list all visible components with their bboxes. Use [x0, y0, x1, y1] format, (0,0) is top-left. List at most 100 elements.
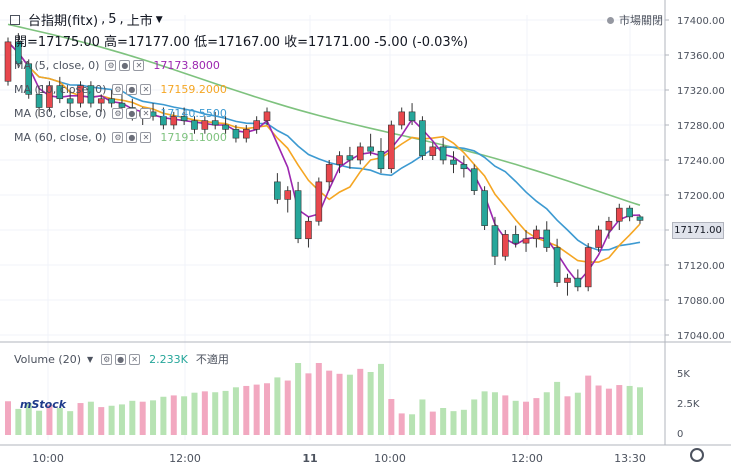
volume-bar	[232, 387, 239, 435]
candle-body	[460, 164, 468, 170]
candle-body	[553, 247, 561, 283]
close-icon[interactable]: ✕	[140, 83, 152, 95]
volume-bar	[460, 409, 467, 435]
chevron-down-icon[interactable]: ▼	[155, 14, 163, 25]
time-tick-label: 10:00	[32, 452, 64, 465]
ma5-value: 17173.8000	[153, 58, 220, 72]
volume-bar	[77, 403, 84, 435]
candle-body	[108, 98, 115, 104]
candle-body	[284, 190, 292, 200]
volume-bar	[605, 388, 612, 435]
volume-bar	[139, 401, 146, 435]
ma30-legend[interactable]: MA (30, close, 0) ⚙ ● ✕ 17140.5500	[14, 106, 227, 120]
eye-icon[interactable]: ●	[119, 59, 131, 71]
settings-icon[interactable]: ⚙	[101, 353, 113, 365]
volume-bar	[295, 363, 302, 435]
ma5-legend[interactable]: MA (5, close, 0) ⚙ ● ✕ 17173.8000	[14, 58, 220, 72]
volume-bar	[56, 408, 63, 435]
candle-body	[15, 41, 22, 65]
close-icon[interactable]: ✕	[133, 59, 145, 71]
volume-bar	[564, 396, 571, 435]
candle-body	[346, 155, 354, 161]
market-status-text: 市場關閉	[619, 14, 663, 27]
settings-icon[interactable]: ⚙	[112, 83, 124, 95]
settings-gear-icon[interactable]	[690, 448, 704, 462]
volume-bar	[429, 411, 436, 435]
volume-bar	[15, 408, 22, 435]
volume-bar	[533, 398, 540, 435]
volume-bar	[284, 380, 291, 435]
price-tick-label: 17280.00	[677, 121, 725, 132]
volume-bar	[315, 363, 322, 435]
candle-body	[595, 229, 602, 248]
volume-bar	[243, 385, 250, 435]
eye-icon[interactable]: ●	[126, 131, 138, 143]
candle-body	[97, 98, 105, 104]
volume-bar	[274, 377, 281, 435]
candle-body	[502, 234, 509, 257]
candle-body	[533, 229, 540, 240]
volume-bar	[5, 401, 11, 435]
close-icon[interactable]: ✕	[140, 107, 152, 119]
ma60-legend[interactable]: MA (60, close, 0) ⚙ ● ✕ 17191.1000	[14, 130, 227, 144]
symbol-name[interactable]: 台指期(fitx)	[28, 14, 99, 29]
volume-bar	[626, 385, 633, 435]
volume-bar	[222, 390, 229, 435]
candle-body	[4, 41, 12, 82]
candle-body	[56, 85, 64, 100]
ohlc-readout: 開=17175.00 高=17177.00 低=17167.00 收=17171…	[14, 35, 469, 50]
layout-icon[interactable]	[10, 14, 20, 25]
volume-bar	[440, 408, 447, 435]
volume-bar	[118, 404, 125, 435]
eye-icon[interactable]: ●	[126, 107, 138, 119]
chevron-down-icon[interactable]: ▼	[87, 354, 94, 364]
volume-bar	[170, 395, 177, 435]
volume-bar	[25, 403, 32, 435]
candle-body	[191, 120, 198, 130]
volume-bar	[253, 384, 260, 435]
candle-body	[180, 115, 188, 121]
eye-icon[interactable]: ●	[126, 83, 138, 95]
close-icon[interactable]: ✕	[129, 353, 141, 365]
volume-bar	[346, 374, 353, 435]
candle-body	[605, 220, 613, 231]
eye-icon[interactable]: ●	[115, 353, 127, 365]
candle-body	[470, 168, 478, 191]
volume-tick-label: 0	[677, 429, 683, 440]
ma60-value: 17191.1000	[160, 130, 227, 144]
volume-bar	[398, 413, 405, 435]
price-tick-label: 17120.00	[677, 261, 725, 272]
volume-bar	[512, 400, 519, 435]
candle-body	[450, 159, 457, 165]
price-tick-label: 17080.00	[677, 296, 725, 307]
candle-body	[170, 115, 178, 126]
volume-bar	[181, 396, 188, 435]
price-tick-label: 17240.00	[677, 156, 725, 167]
close-icon[interactable]: ✕	[140, 131, 152, 143]
settings-icon[interactable]: ⚙	[112, 131, 124, 143]
ma30-line	[7, 41, 641, 251]
candle-body	[429, 146, 437, 156]
candle-body	[160, 115, 167, 126]
settings-icon[interactable]: ⚙	[112, 107, 124, 119]
price-tick-label: 17040.00	[677, 331, 725, 342]
volume-bar	[595, 385, 602, 435]
candle-body	[388, 124, 395, 170]
mstock-logo: mStock	[20, 398, 67, 411]
volume-bar	[98, 407, 105, 435]
volume-tick-label: 5K	[677, 369, 690, 380]
candle-body	[491, 225, 499, 257]
interval-label[interactable]: 5	[108, 12, 117, 27]
price-tick-label: 17400.00	[677, 16, 725, 27]
ma10-legend[interactable]: MA (10, close, 0) ⚙ ● ✕ 17159.2000	[14, 82, 227, 96]
volume-legend[interactable]: Volume (20) ▼ ⚙ ● ✕ 2.233K 不適用	[14, 352, 229, 367]
candle-body	[315, 181, 323, 222]
volume-bar	[264, 383, 271, 435]
volume-bar	[191, 392, 198, 435]
volume-bar	[305, 373, 312, 435]
settings-icon[interactable]: ⚙	[105, 59, 117, 71]
candle-body	[325, 164, 333, 183]
symbol-header[interactable]: 台指期(fitx) , 5 , 上市 ▼	[10, 10, 163, 29]
time-tick-label: 12:00	[169, 452, 201, 465]
